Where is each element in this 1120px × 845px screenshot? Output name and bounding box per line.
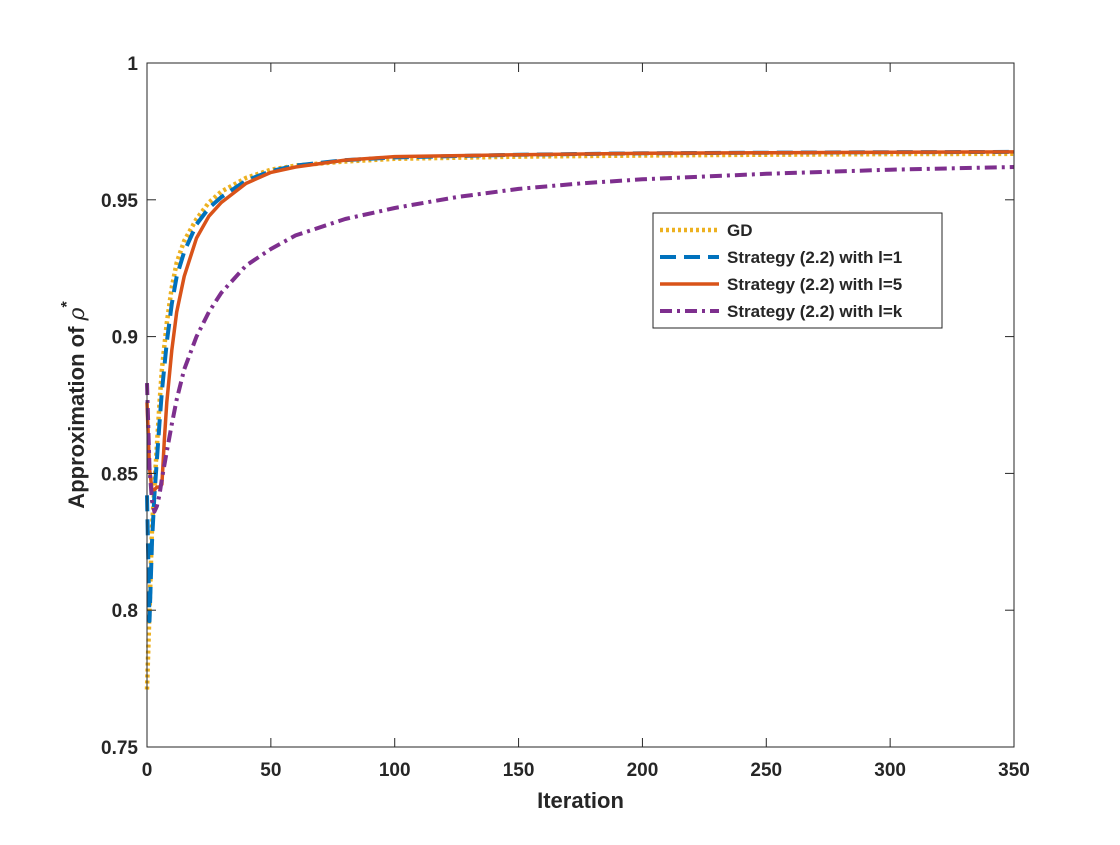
- legend-label-1: GD: [727, 221, 753, 240]
- legend-label-4: Strategy (2.2) with l=k: [727, 302, 903, 321]
- legend-items: GD Strategy (2.2) with l=1 Strategy (2.2) …: [660, 221, 903, 321]
- y-axis-ticks: 0.75 0.8 0.85 0.9 0.95 1: [101, 54, 1014, 759]
- y-tick-label: 0.9: [112, 328, 138, 349]
- y-axis-label: Approximation of ρ*: [59, 301, 90, 509]
- x-tick-label: 50: [260, 760, 281, 781]
- x-tick-label: 350: [998, 760, 1030, 781]
- x-tick-label: 300: [874, 760, 906, 781]
- y-axis-label-group: Approximation of ρ*: [59, 301, 90, 509]
- y-axis-label-superscript: *: [59, 301, 76, 308]
- y-axis-label-symbol: ρ: [65, 307, 90, 321]
- legend: GD Strategy (2.2) with l=1 Strategy (2.2) …: [652, 212, 943, 329]
- y-tick-label: 0.75: [101, 738, 138, 759]
- x-tick-label: 100: [379, 760, 411, 781]
- series-line-3: [145, 150, 1015, 492]
- x-axis-ticks: 0 50 100 150 200 250 300 350: [142, 63, 1030, 781]
- y-axis-label-text: Approximation of: [64, 320, 89, 508]
- x-axis-label: Iteration: [537, 788, 624, 813]
- plot-area: [147, 63, 1014, 747]
- y-tick-label: 0.8: [112, 601, 138, 622]
- series-line-4: [145, 165, 1015, 514]
- legend-label-3: Strategy (2.2) with l=5: [727, 275, 902, 294]
- y-tick-label: 0.95: [101, 191, 138, 212]
- series-layer: [144, 149, 1015, 690]
- x-tick-label: 150: [503, 760, 535, 781]
- axes-box: [146, 62, 1015, 748]
- y-tick-label: 1: [127, 54, 138, 75]
- x-tick-label: 0: [142, 760, 153, 781]
- legend-label-2: Strategy (2.2) with l=1: [727, 248, 902, 267]
- x-tick-label: 200: [627, 760, 659, 781]
- legend-box: [652, 212, 943, 329]
- y-tick-label: 0.85: [101, 464, 138, 485]
- x-tick-label: 250: [750, 760, 782, 781]
